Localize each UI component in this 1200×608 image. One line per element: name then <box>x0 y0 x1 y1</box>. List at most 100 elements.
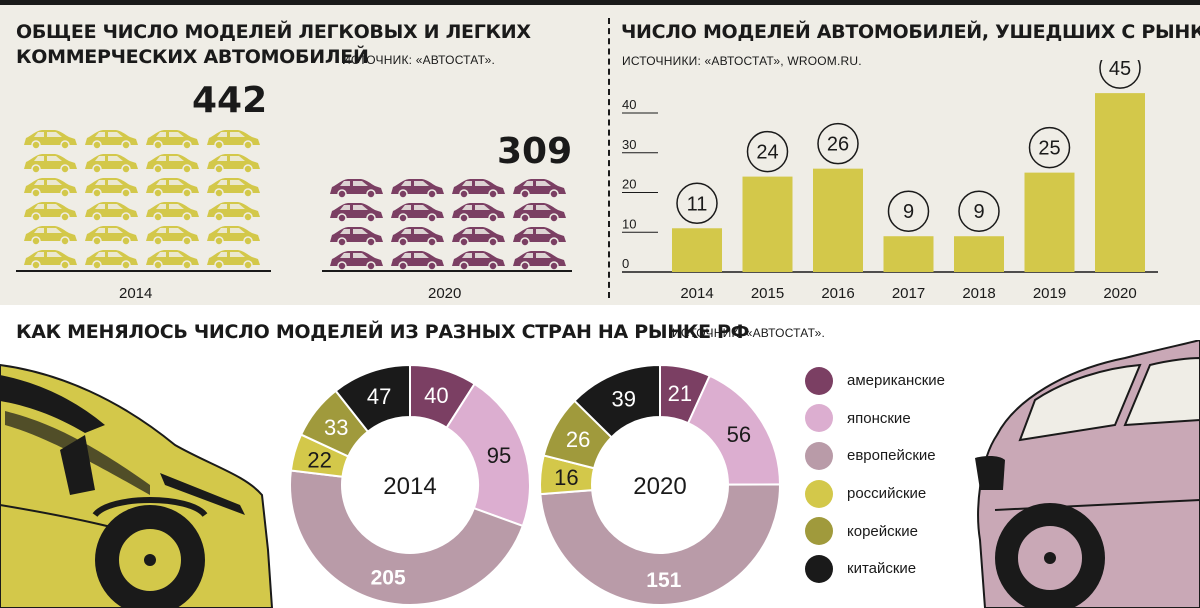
slice-label: 16 <box>554 465 578 490</box>
grid-2014-car-icon <box>24 250 77 270</box>
legend-item-russian: российские <box>805 475 945 513</box>
grid-2020-car-icon <box>391 179 444 199</box>
grid-2014-car-icon <box>146 130 199 150</box>
donut-chart-2020: 21 56 151 16 26 39 2020 <box>539 363 782 606</box>
grid-2020-car-icon <box>330 179 383 199</box>
legend-label-korean: корейские <box>847 522 918 540</box>
grid-2014-car-icon <box>24 154 77 174</box>
grid-2020-car-icon <box>452 227 505 247</box>
bar-2020 <box>1095 93 1145 272</box>
y-tick-label: 0 <box>622 256 629 271</box>
legend-item-chinese: китайские <box>805 550 945 588</box>
x-tick-label: 2020 <box>1103 285 1136 302</box>
models-left-bar-chart: 0 10 20 30 40 11 2014 24 2015 26 2016 9 2017 9 2018 25 2… <box>622 60 1158 302</box>
x-tick-label: 2018 <box>962 285 995 302</box>
x-tick-label: 2017 <box>892 285 925 302</box>
donut-center-label: 2014 <box>383 473 436 500</box>
data-label-circle <box>746 130 789 173</box>
y-tick-label: 40 <box>622 97 636 112</box>
legend-swatch-american <box>805 366 833 395</box>
data-label: 9 <box>973 201 984 223</box>
grid-2014-car-icon <box>85 178 138 198</box>
models-left-source: Источники: «Автостат», wroom.ru. <box>622 54 862 68</box>
data-label-circle <box>958 190 1000 232</box>
slice-label: 22 <box>307 447 331 472</box>
grid-2014-car-icon <box>146 226 199 246</box>
total-2014-value: 442 <box>192 80 268 121</box>
grid-2014-car-icon <box>146 202 199 222</box>
slice-label: 95 <box>487 443 511 468</box>
slice-китайские <box>573 363 661 439</box>
slice-европейские <box>539 483 781 606</box>
legend-label-american: американские <box>847 372 946 390</box>
donut-chart-2014: 40 95 205 22 33 47 2014 <box>289 363 531 606</box>
x-tick-label: 2014 <box>680 285 713 302</box>
slice-label: 47 <box>367 384 391 409</box>
grid-2014-car-icon <box>207 202 260 222</box>
bar-2017 <box>883 236 934 272</box>
grid-2014-car-icon <box>24 178 77 198</box>
grid-2020-car-icon <box>452 179 505 199</box>
models-total-title-line2: коммерческих автомобилей <box>16 46 369 68</box>
total-2020-value: 309 <box>497 131 573 172</box>
data-label: 26 <box>827 134 849 156</box>
grid-2020-car-icon <box>513 251 566 271</box>
bar-2018 <box>954 236 1004 272</box>
donut-center-label: 2020 <box>633 473 686 500</box>
data-label: 25 <box>1038 138 1060 160</box>
slice-label: 56 <box>727 422 751 447</box>
grid-2014-car-icon <box>146 250 199 270</box>
grid-2014-car-icon <box>207 250 260 270</box>
legend-label-chinese: китайские <box>847 560 917 578</box>
models-total-source: Источник: «Автостат». <box>342 53 495 67</box>
year-label-2014: 2014 <box>119 285 153 302</box>
slice-европейские <box>289 469 525 606</box>
grid-2020-car-icon <box>391 227 444 247</box>
data-label: 9 <box>903 201 914 223</box>
grid-2014-car-icon <box>207 226 260 246</box>
top-rule <box>0 0 1200 5</box>
x-tick-label: 2019 <box>1033 285 1066 302</box>
slice-label: 21 <box>668 381 692 406</box>
baseline-2014 <box>16 270 271 272</box>
grid-2014-car-icon <box>85 154 138 174</box>
grid-2014-car-icon <box>85 130 138 150</box>
slice-китайские <box>334 363 411 434</box>
grid-2014-car-icon <box>24 226 77 246</box>
bar-2019 <box>1024 172 1075 272</box>
bar-2015 <box>742 176 793 272</box>
grid-2014-car-icon <box>85 226 138 246</box>
car-icon-grid <box>24 130 566 271</box>
yellow-car-illustration <box>0 363 274 608</box>
grid-2014-car-icon <box>85 202 138 222</box>
countries-title: Как менялось число моделей из разных стр… <box>16 321 750 343</box>
legend-label-japanese: японские <box>847 409 911 427</box>
grid-2014-car-icon <box>207 154 260 174</box>
data-label: 24 <box>756 142 778 164</box>
bar-2016 <box>813 168 863 272</box>
grid-2020-car-icon <box>452 251 505 271</box>
countries-source: Источник: «Автостат». <box>672 326 825 340</box>
panel-divider <box>608 18 610 298</box>
pink-car-illustration <box>975 340 1200 608</box>
legend-swatch-japanese <box>805 404 833 433</box>
baseline-2020 <box>322 270 572 272</box>
grid-2020-car-icon <box>330 203 383 223</box>
legend-swatch-chinese <box>805 554 833 583</box>
country-legend: американские японские европейские россий… <box>805 362 945 588</box>
grid-2014-car-icon <box>24 130 77 150</box>
data-label-circle <box>676 182 718 225</box>
grid-2014-car-icon <box>146 154 199 174</box>
data-label: 11 <box>687 193 708 215</box>
legend-label-russian: российские <box>847 485 927 503</box>
legend-item-japanese: японские <box>805 400 945 438</box>
data-label-circle <box>817 122 859 165</box>
data-label-circle <box>1028 126 1071 169</box>
grid-2014-car-icon <box>207 178 260 198</box>
data-label: 45 <box>1109 60 1131 80</box>
slice-label: 40 <box>424 383 448 408</box>
y-tick-label: 20 <box>622 177 636 192</box>
grid-2014-car-icon <box>207 130 260 150</box>
grid-2020-car-icon <box>513 203 566 223</box>
grid-2020-car-icon <box>330 251 383 271</box>
